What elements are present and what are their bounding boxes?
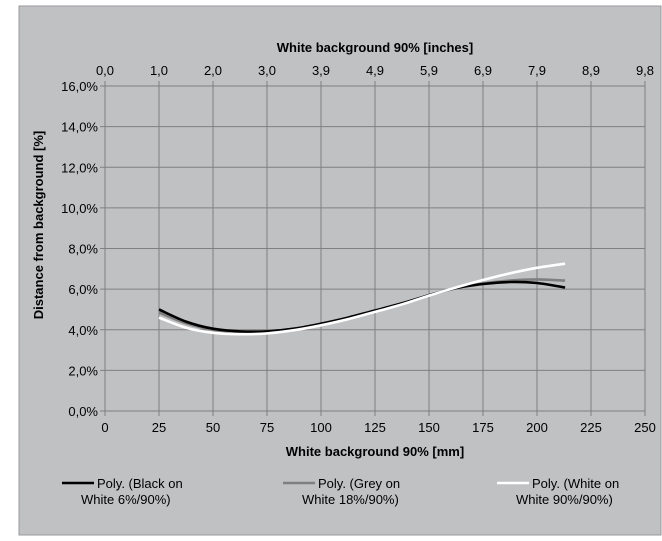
x-tick-label: 75 [260,420,274,435]
x-top-tick-label: 5,9 [420,63,438,78]
x-tick-label: 225 [580,420,602,435]
x-top-tick-label: 1,0 [150,63,168,78]
x-top-tick-label: 8,9 [582,63,600,78]
legend-label-line1: Poly. (Black on [97,476,183,491]
x-top-tick-label: 3,9 [312,63,330,78]
x-tick-label: 150 [418,420,440,435]
x-top-tick-label: 0,0 [96,63,114,78]
y-tick-label: 4,0% [68,323,98,338]
series-lines [158,262,566,336]
y-axis-title: Distance from background [%] [31,131,46,320]
bottom-axis-title: White background 90% [mm] [286,444,464,459]
x-top-tick-label: 3,0 [258,63,276,78]
tick-labels: 0 0,0 25 1,0 50 2,0 75 3,0 100 3,9 125 4,9 150 5,9 175… [61,63,656,435]
y-tick-label: 6,0% [68,282,98,297]
top-axis-title: White background 90% [inches] [277,40,473,55]
axes [100,81,646,416]
x-tick-label: 250 [634,420,656,435]
series-line-0 [158,280,566,333]
chart-background [18,5,662,536]
x-tick-label: 175 [472,420,494,435]
x-top-tick-label: 9,8 [636,63,654,78]
y-tick-label: 14,0% [61,120,98,135]
series-line-2 [158,262,566,336]
y-tick-label: 2,0% [68,363,98,378]
x-tick-label: 125 [364,420,386,435]
x-tick-label: 0 [101,420,108,435]
x-top-tick-label: 4,9 [366,63,384,78]
y-tick-label: 8,0% [68,242,98,257]
y-tick-label: 16,0% [61,79,98,94]
legend-label-line1: Poly. (Grey on [318,476,400,491]
x-tick-label: 25 [152,420,166,435]
x-tick-label: 100 [310,420,332,435]
y-tick-label: 0,0% [68,404,98,419]
x-top-tick-label: 7,9 [528,63,546,78]
y-tick-label: 12,0% [61,160,98,175]
y-tick-label: 10,0% [61,201,98,216]
x-tick-label: 50 [206,420,220,435]
legend-label-line2: White 6%/90%) [81,492,171,507]
x-top-tick-label: 2,0 [204,63,222,78]
x-top-tick-label: 6,9 [474,63,492,78]
legend-label-line2: White 90%/90%) [516,492,613,507]
legend-label-line1: Poly. (White on [532,476,619,491]
legend-label-line2: White 18%/90%) [302,492,399,507]
x-tick-label: 200 [526,420,548,435]
